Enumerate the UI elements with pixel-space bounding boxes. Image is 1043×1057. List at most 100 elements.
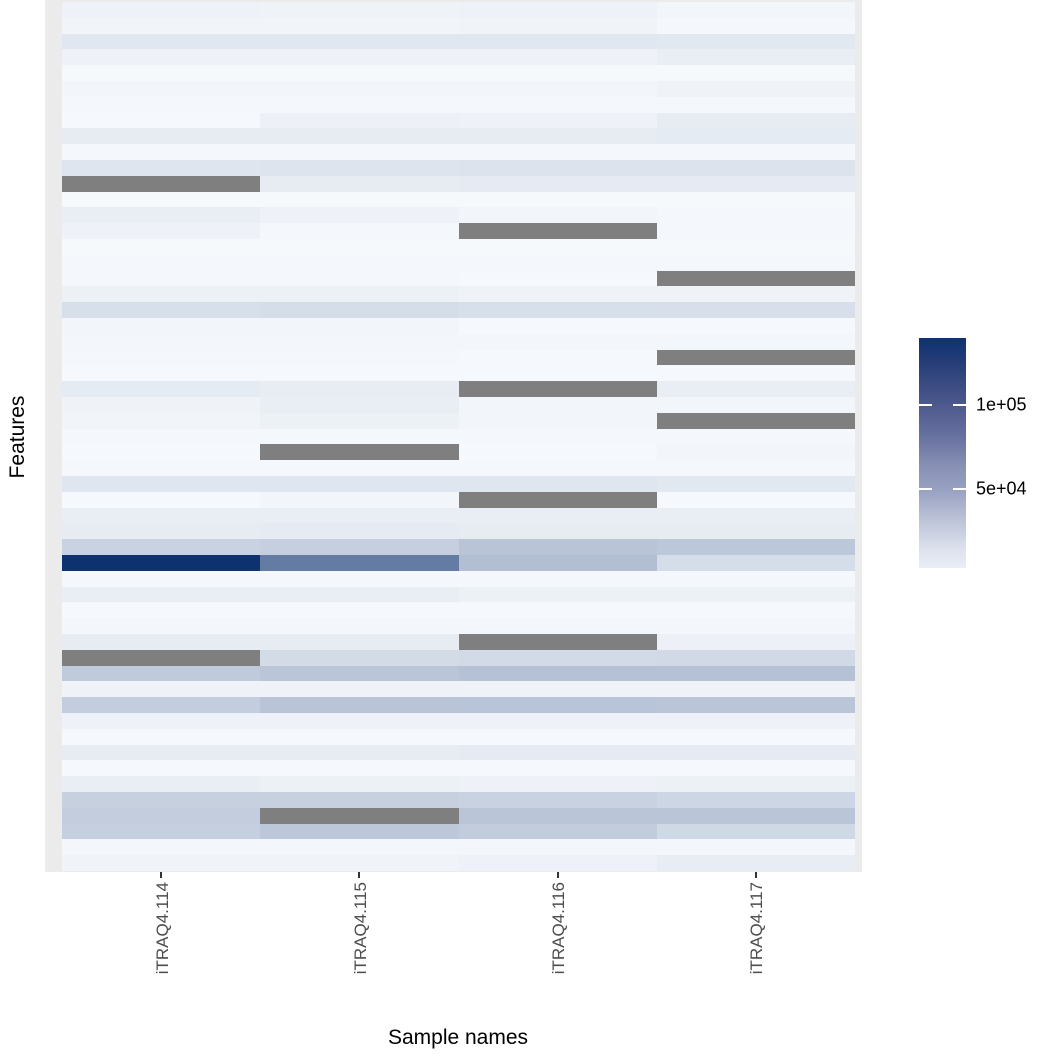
heatmap-cell: [62, 239, 261, 255]
heatmap-cell: [458, 333, 657, 350]
heatmap-cell: [656, 33, 855, 50]
heatmap-cell: [62, 460, 261, 476]
heatmap-cell: [260, 823, 459, 840]
heatmap-cell: [260, 207, 459, 224]
heatmap-cell: [458, 476, 657, 492]
heatmap-cell: [62, 792, 261, 808]
x-axis-tick: [556, 872, 559, 878]
heatmap-cell: [458, 634, 657, 650]
heatmap-cell: [260, 254, 459, 271]
legend-tick-mark: [919, 404, 932, 407]
heatmap-cell: [62, 823, 261, 840]
legend-tick-mark: [919, 488, 932, 491]
heatmap-cell: [62, 397, 261, 413]
heatmap-cell: [656, 586, 855, 603]
heatmap-cell: [260, 665, 459, 682]
heatmap-cell: [656, 207, 855, 224]
heatmap-cell: [656, 81, 855, 97]
heatmap-cell: [656, 65, 855, 81]
plot-panel: [45, 0, 862, 872]
heatmap-cell: [62, 302, 261, 318]
heatmap-cell: [458, 697, 657, 713]
heatmap-cell: [458, 65, 657, 81]
heatmap-cell: [260, 17, 459, 34]
heatmap-cell: [62, 349, 261, 366]
heatmap-cell: [62, 428, 261, 445]
heatmap-cell: [260, 649, 459, 666]
heatmap-cell: [62, 807, 261, 824]
heatmap-cell: [260, 365, 459, 382]
legend-tick-mark: [953, 404, 966, 407]
heatmap-cell: [62, 713, 261, 729]
heatmap-cell: [458, 223, 657, 239]
heatmap-cell: [656, 744, 855, 761]
heatmap-cell: [656, 634, 855, 650]
heatmap-cell: [656, 286, 855, 303]
heatmap-cell: [260, 460, 459, 476]
heatmap-cell: [656, 160, 855, 176]
heatmap-cell: [62, 254, 261, 271]
heatmap-cell: [458, 397, 657, 413]
heatmap-cell: [656, 223, 855, 239]
heatmap-cell: [656, 2, 855, 18]
heatmap-cell: [260, 713, 459, 729]
heatmap-cell: [62, 144, 261, 160]
heatmap-cell: [656, 270, 855, 287]
heatmap-cell: [62, 365, 261, 382]
heatmap-cell: [458, 191, 657, 208]
heatmap-cell: [656, 144, 855, 160]
x-axis-title: Sample names: [387, 1026, 529, 1049]
heatmap-cell: [458, 96, 657, 113]
heatmap-cell: [260, 807, 459, 824]
heatmap-cell: [458, 17, 657, 34]
heatmap-cell: [260, 2, 459, 18]
heatmap-cell: [656, 365, 855, 382]
heatmap-cell: [62, 49, 261, 66]
heatmap-cell: [62, 744, 261, 761]
heatmap-cell: [260, 523, 459, 540]
heatmap-cell: [62, 223, 261, 239]
heatmap-cell: [260, 776, 459, 792]
heatmap-cell: [260, 697, 459, 713]
x-axis-tick-label: iTRAQ4.117: [747, 882, 767, 975]
heatmap-cell: [62, 697, 261, 713]
heatmap-cell: [656, 602, 855, 619]
heatmap-cell: [260, 412, 459, 429]
heatmap-cell: [656, 760, 855, 777]
heatmap-cell: [656, 555, 855, 571]
heatmap-cell: [62, 112, 261, 129]
heatmap-cell: [656, 618, 855, 634]
heatmap-cell: [62, 333, 261, 350]
heatmap-cell: [656, 128, 855, 145]
heatmap-cell: [656, 191, 855, 208]
heatmap-cell: [458, 618, 657, 634]
heatmap-cell: [458, 444, 657, 461]
heatmap-cell: [656, 649, 855, 666]
heatmap-cell: [656, 823, 855, 840]
heatmap-cell: [260, 302, 459, 318]
heatmap-cell: [62, 618, 261, 634]
heatmap-cell: [656, 397, 855, 413]
heatmap-cell: [62, 476, 261, 492]
heatmap-cell: [458, 318, 657, 334]
heatmap-cell: [458, 349, 657, 366]
x-axis-tick: [754, 872, 757, 878]
heatmap-cell: [458, 665, 657, 682]
heatmap-cell: [458, 175, 657, 192]
heatmap-cell: [458, 239, 657, 255]
heatmap-cell: [656, 239, 855, 255]
heatmap-cell: [260, 744, 459, 761]
heatmap-cell: [260, 570, 459, 587]
heatmap-cell: [62, 381, 261, 397]
heatmap-cell: [62, 81, 261, 97]
heatmap-cell: [458, 839, 657, 856]
heatmap-cell: [62, 665, 261, 682]
heatmap-cell: [656, 381, 855, 397]
heatmap-cell: [62, 649, 261, 666]
heatmap-cell: [458, 365, 657, 382]
heatmap-cell: [458, 649, 657, 666]
heatmap-cell: [62, 681, 261, 698]
heatmap-cell: [656, 96, 855, 113]
heatmap-cell: [656, 412, 855, 429]
